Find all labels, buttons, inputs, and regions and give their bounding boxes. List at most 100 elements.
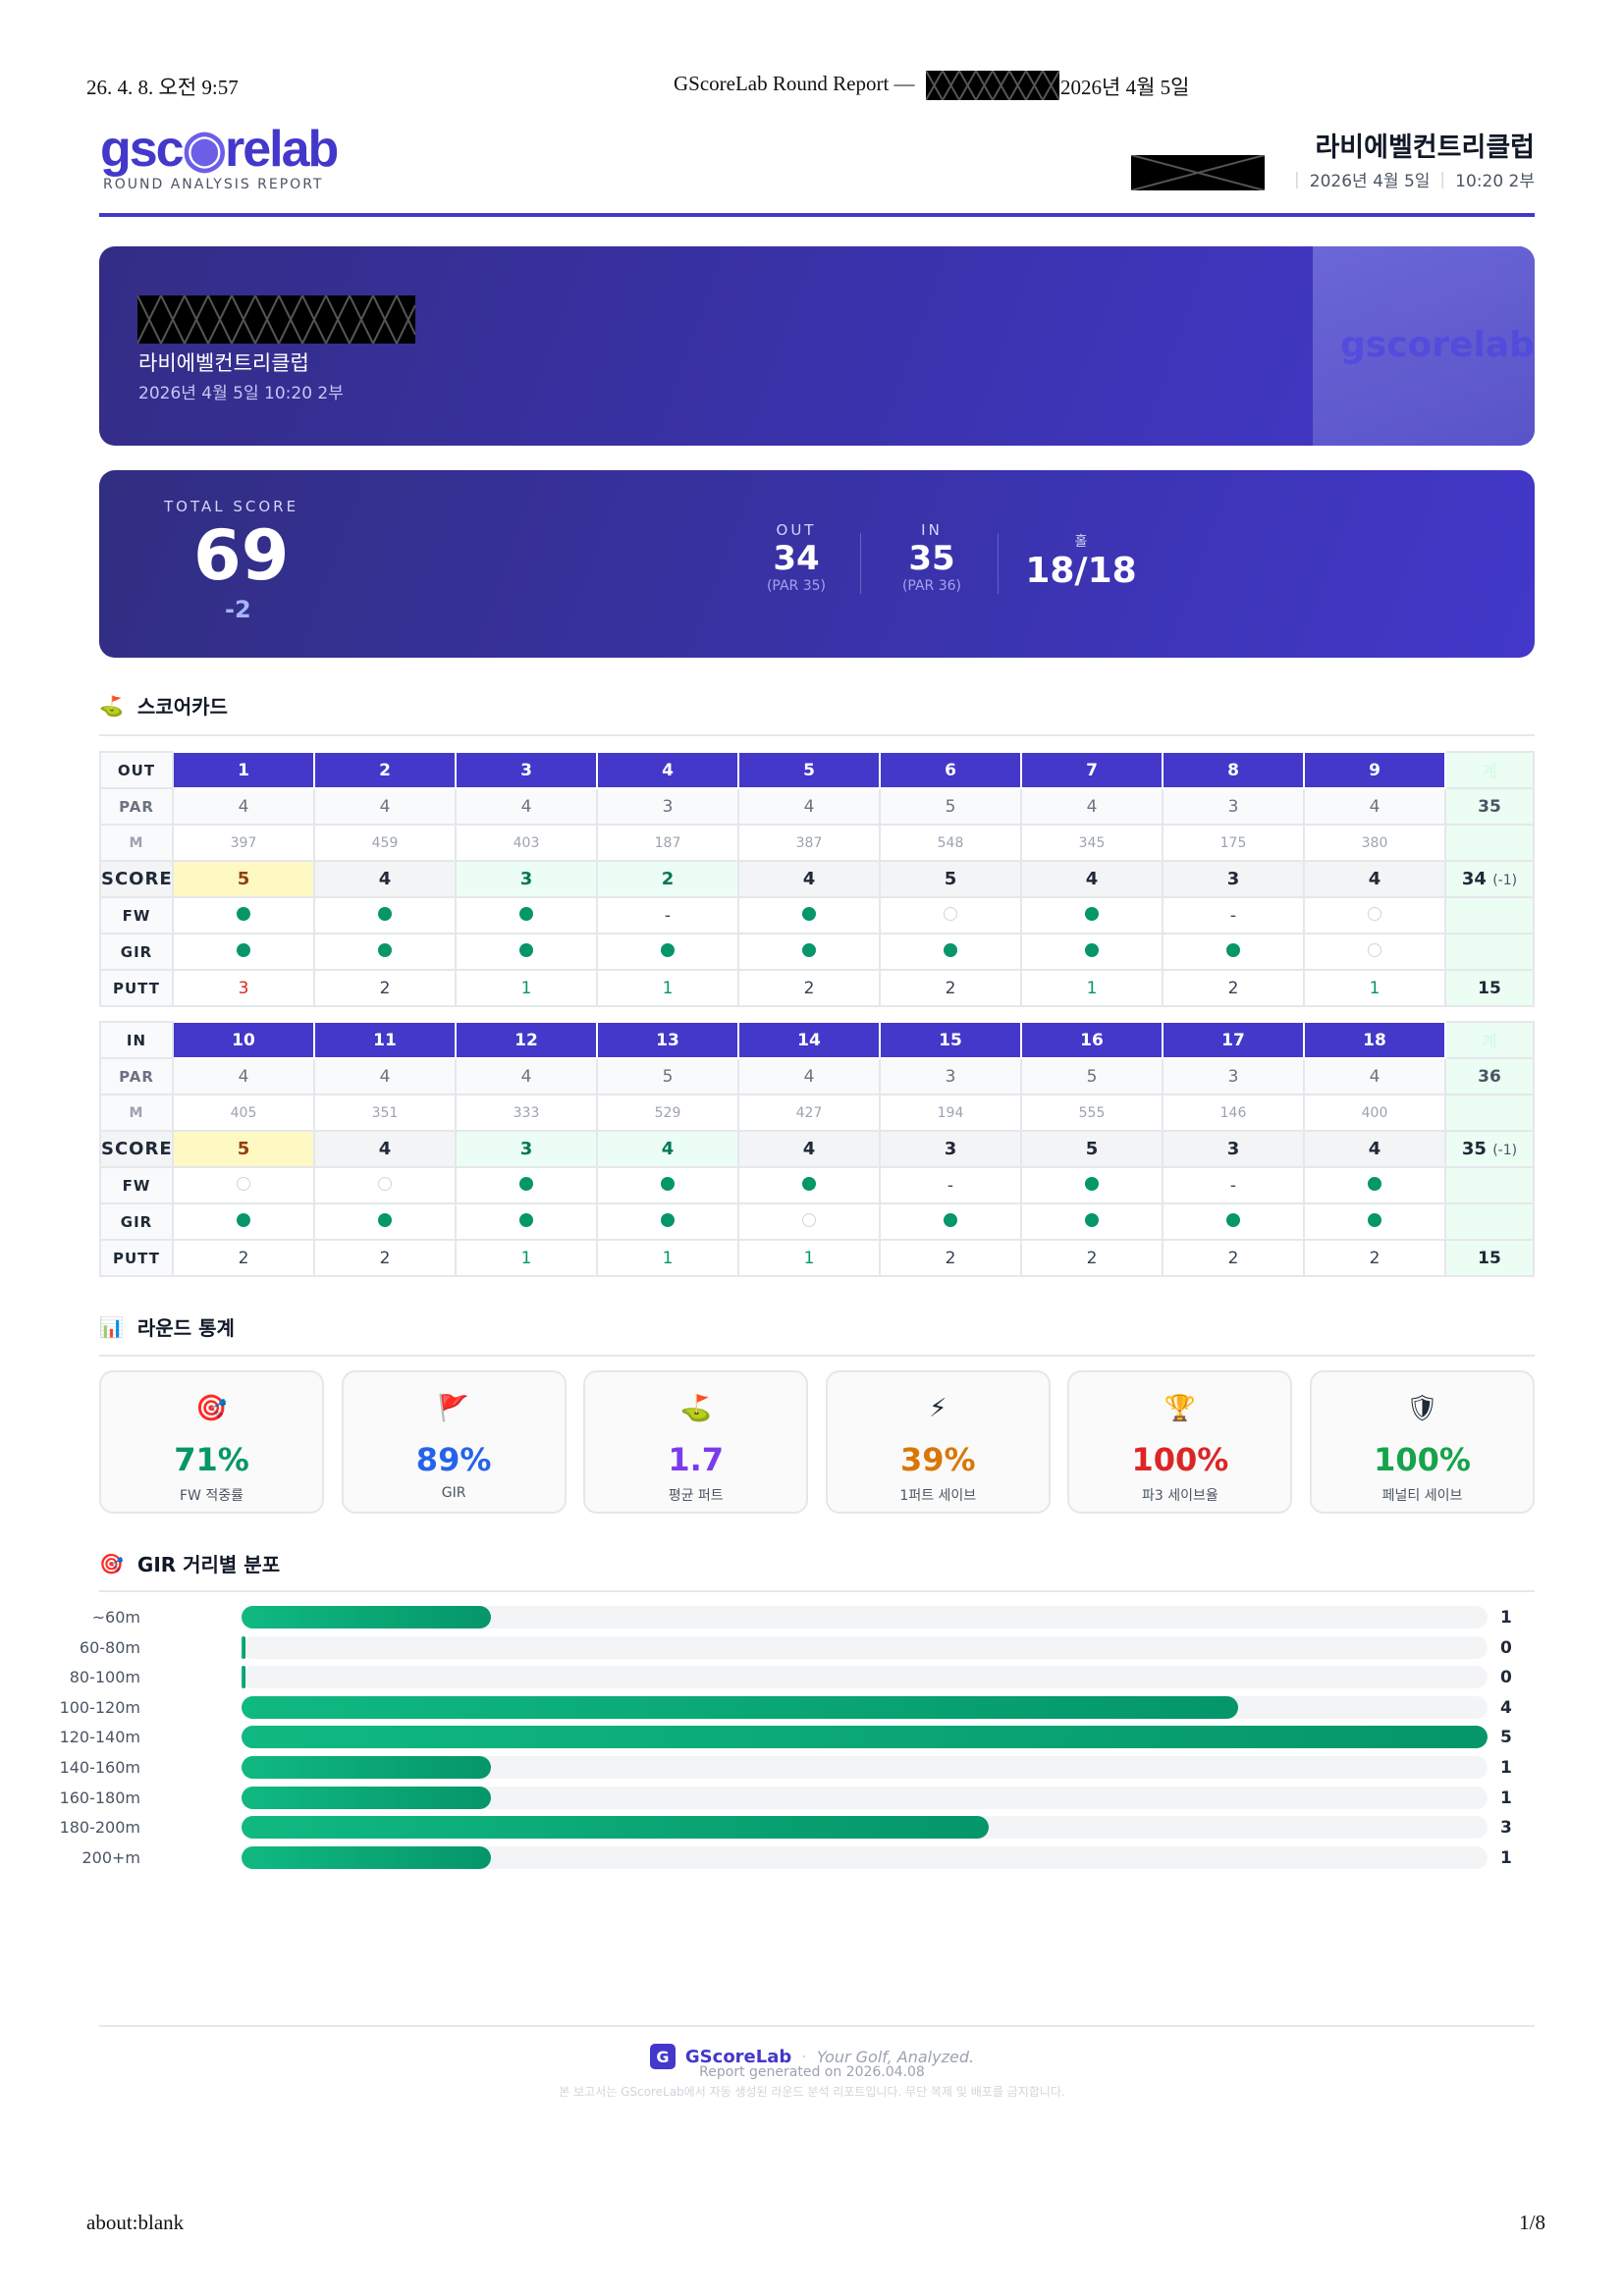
bar-label: 80-100m xyxy=(69,1668,140,1687)
footer-dot: · xyxy=(801,2046,808,2067)
round-meta: | 2026년 4월 5일 | 10:20 2부 xyxy=(1294,167,1535,192)
miss-circle-icon xyxy=(378,1176,392,1191)
putt-cell: 1 xyxy=(1020,969,1164,1007)
bar-value: 1 xyxy=(1500,1608,1512,1628)
hole-number: 3 xyxy=(455,751,598,789)
banner-watermark: gscorelab xyxy=(1340,325,1535,365)
bar-track xyxy=(242,1845,1488,1869)
miss-circle-icon xyxy=(802,1212,816,1227)
fw-cell xyxy=(737,896,881,934)
fw-cell xyxy=(172,1166,315,1204)
fw-cell xyxy=(737,1166,881,1204)
score-cell: 4 xyxy=(1303,1130,1446,1168)
gir-cell xyxy=(1303,1202,1446,1241)
holes-label: 홀 xyxy=(1074,534,1088,550)
m-cell: 351 xyxy=(313,1094,457,1132)
score-cell: 3 xyxy=(879,1130,1022,1168)
fw-cell xyxy=(879,896,1022,934)
hole-number: 15 xyxy=(879,1021,1022,1059)
gir-cell xyxy=(737,1202,881,1241)
stat-label: 평균 퍼트 xyxy=(668,1488,724,1504)
par-cell: 4 xyxy=(737,1057,881,1095)
score-cell: 5 xyxy=(1020,1130,1164,1168)
hit-dot-icon xyxy=(1368,1212,1381,1227)
fw-total xyxy=(1444,896,1535,934)
score-cell: 4 xyxy=(1303,860,1446,898)
section-divider xyxy=(99,1590,1535,1592)
hit-dot-icon xyxy=(519,1212,533,1227)
m-cell: 387 xyxy=(737,824,881,862)
bar-fill xyxy=(242,1666,245,1689)
m-cell: 405 xyxy=(172,1094,315,1132)
par-cell: 4 xyxy=(313,787,457,826)
stat-label: 파3 세이브율 xyxy=(1142,1488,1218,1504)
miss-circle-icon xyxy=(1368,906,1381,921)
redacted-player-name xyxy=(137,295,415,344)
stat-value: 100% xyxy=(1374,1441,1471,1478)
bar-label: 60-80m xyxy=(79,1637,140,1657)
score-label: SCORE xyxy=(99,1130,174,1168)
miss-circle-icon xyxy=(944,906,957,921)
gir-cell xyxy=(1020,1202,1164,1241)
m-cell: 529 xyxy=(596,1094,739,1132)
nine-label: OUT xyxy=(99,751,174,789)
bar-fill xyxy=(242,1786,491,1809)
gir-bar-row: ~60m 1 xyxy=(92,1606,1535,1629)
score-total-diff: (-1) xyxy=(1492,873,1518,888)
putt-cell: 1 xyxy=(1303,969,1446,1007)
fw-cell xyxy=(313,896,457,934)
hole-number: 13 xyxy=(596,1021,739,1059)
par-cell: 3 xyxy=(596,787,739,826)
fw-row: FW - - xyxy=(99,896,1535,934)
gir-cell xyxy=(1020,933,1164,971)
putt-cell: 2 xyxy=(172,1239,315,1277)
stat-value: 39% xyxy=(900,1441,976,1478)
target-icon: 🎯 xyxy=(195,1394,228,1423)
gir-cell xyxy=(879,933,1022,971)
bar-label: ~60m xyxy=(91,1608,140,1627)
stat-card: 🚩 89% GIR xyxy=(341,1370,567,1514)
m-cell: 333 xyxy=(455,1094,598,1132)
m-label: M xyxy=(99,824,174,862)
bar-track xyxy=(242,1726,1488,1749)
hit-dot-icon xyxy=(802,942,816,957)
fw-cell xyxy=(455,1166,598,1204)
bar-track xyxy=(242,1786,1488,1809)
bar-value: 0 xyxy=(1500,1637,1512,1658)
m-cell: 548 xyxy=(879,824,1022,862)
hole-number: 18 xyxy=(1303,1021,1446,1059)
fw-na: - xyxy=(1229,1175,1237,1196)
score-cell: 4 xyxy=(313,1130,457,1168)
scorecard-out: OUT 1 2 3 4 5 6 7 8 9 계 PAR 4 4 4 3 4 5 4 3 4 35 M 397 459 403 187… xyxy=(99,751,1535,1007)
print-datetime: 26. 4. 8. 오전 9:57 xyxy=(86,76,239,99)
gir-cell xyxy=(172,933,315,971)
fw-cell: - xyxy=(1162,896,1305,934)
stat-value: 1.7 xyxy=(668,1441,725,1478)
hit-dot-icon xyxy=(1085,942,1099,957)
hole-number: 12 xyxy=(455,1021,598,1059)
hole-number: 7 xyxy=(1020,751,1164,789)
total-score: 69 xyxy=(193,515,290,596)
gir-total xyxy=(1444,1202,1535,1241)
par-cell: 4 xyxy=(172,787,315,826)
hole-number: 6 xyxy=(879,751,1022,789)
putt-cell: 2 xyxy=(1020,1239,1164,1277)
hit-dot-icon xyxy=(1368,1176,1381,1191)
par-cell: 4 xyxy=(1303,1057,1446,1095)
score-cell: 4 xyxy=(737,860,881,898)
gir-cell xyxy=(737,933,881,971)
par-cell: 4 xyxy=(172,1057,315,1095)
header-row: IN 10 11 12 13 14 15 16 17 18 계 xyxy=(99,1021,1535,1059)
stat-value: 71% xyxy=(174,1441,249,1478)
divider xyxy=(860,533,861,594)
fw-cell xyxy=(1020,1166,1164,1204)
putt-cell: 2 xyxy=(737,969,881,1007)
score-cell: 4 xyxy=(313,860,457,898)
bar-track xyxy=(242,1695,1488,1719)
gir-bar-row: 60-80m 0 xyxy=(80,1635,1535,1660)
putt-cell: 1 xyxy=(596,969,739,1007)
hit-dot-icon xyxy=(237,906,250,921)
putt-cell: 2 xyxy=(879,1239,1022,1277)
bar-track xyxy=(242,1635,1488,1659)
par-label: PAR xyxy=(99,1057,174,1095)
